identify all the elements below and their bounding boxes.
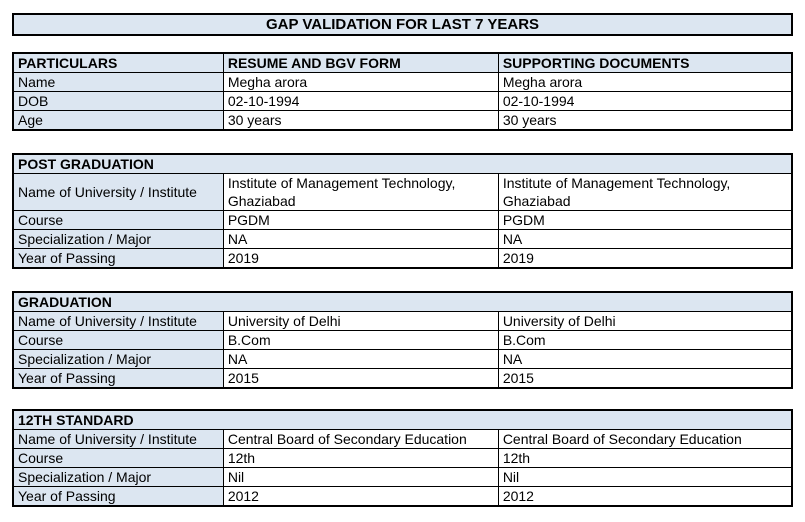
- section-title-post-graduation: POST GRADUATION: [12, 153, 793, 174]
- row-label: Course: [12, 210, 224, 230]
- supporting-value: 12th: [497, 448, 793, 468]
- table-row-name: Name Megha arora Megha arora: [12, 72, 793, 92]
- column-header-supporting-docs: SUPPORTING DOCUMENTS: [497, 52, 793, 73]
- section-title-graduation: GRADUATION: [12, 291, 793, 312]
- row-label: Specialization / Major: [12, 349, 224, 369]
- resume-value: 2015: [222, 368, 499, 389]
- row-label: Year of Passing: [12, 368, 224, 389]
- row-label: Name: [12, 72, 224, 92]
- table-row-specialization: Specialization / Major NA NA: [12, 229, 793, 249]
- table-row-course: Course 12th 12th: [12, 448, 793, 468]
- resume-value: NA: [222, 349, 499, 369]
- row-label: Name of University / Institute: [12, 173, 224, 211]
- table-row-university: Name of University / Institute Institute…: [12, 173, 793, 211]
- resume-value: Central Board of Secondary Education: [222, 429, 499, 449]
- column-header-resume-bgv: RESUME AND BGV FORM: [222, 52, 499, 73]
- supporting-value: B.Com: [497, 330, 793, 350]
- resume-value: 30 years: [222, 110, 499, 131]
- resume-value: 12th: [222, 448, 499, 468]
- row-label: DOB: [12, 91, 224, 111]
- resume-value: Megha arora: [222, 72, 499, 92]
- table-header-row: PARTICULARS RESUME AND BGV FORM SUPPORTI…: [12, 52, 793, 73]
- supporting-value: NA: [497, 229, 793, 249]
- resume-value: PGDM: [222, 210, 499, 230]
- resume-value: NA: [222, 229, 499, 249]
- table-row-year-of-passing: Year of Passing 2012 2012: [12, 486, 793, 507]
- resume-value: 02-10-1994: [222, 91, 499, 111]
- supporting-value: 02-10-1994: [497, 91, 793, 111]
- resume-value: 2012: [222, 486, 499, 507]
- twelfth-standard-table: 12TH STANDARD Name of University / Insti…: [12, 409, 793, 507]
- resume-value: University of Delhi: [222, 311, 499, 331]
- page-title: GAP VALIDATION FOR LAST 7 YEARS: [12, 13, 793, 36]
- table-row-course: Course B.Com B.Com: [12, 330, 793, 350]
- supporting-value: Megha arora: [497, 72, 793, 92]
- particulars-table: PARTICULARS RESUME AND BGV FORM SUPPORTI…: [12, 52, 793, 131]
- table-row-university: Name of University / Institute Central B…: [12, 429, 793, 449]
- table-row-university: Name of University / Institute Universit…: [12, 311, 793, 331]
- row-label: Name of University / Institute: [12, 311, 224, 331]
- supporting-value: Institute of Management Technology, Ghaz…: [497, 173, 793, 211]
- column-header-particulars: PARTICULARS: [12, 52, 224, 73]
- row-label: Year of Passing: [12, 486, 224, 507]
- resume-value: 2019: [222, 248, 499, 269]
- supporting-value: University of Delhi: [497, 311, 793, 331]
- supporting-value: Central Board of Secondary Education: [497, 429, 793, 449]
- table-row-specialization: Specialization / Major Nil Nil: [12, 467, 793, 487]
- row-label: Course: [12, 448, 224, 468]
- table-row-age: Age 30 years 30 years: [12, 110, 793, 131]
- row-label: Specialization / Major: [12, 229, 224, 249]
- section-title-12th-standard: 12TH STANDARD: [12, 409, 793, 430]
- row-label: Name of University / Institute: [12, 429, 224, 449]
- supporting-value: NA: [497, 349, 793, 369]
- table-row-year-of-passing: Year of Passing 2019 2019: [12, 248, 793, 269]
- supporting-value: PGDM: [497, 210, 793, 230]
- row-label: Specialization / Major: [12, 467, 224, 487]
- resume-value: Nil: [222, 467, 499, 487]
- section-header-row: GRADUATION: [12, 291, 793, 312]
- resume-value: B.Com: [222, 330, 499, 350]
- resume-value: Institute of Management Technology, Ghaz…: [222, 173, 499, 211]
- row-label: Course: [12, 330, 224, 350]
- row-label: Year of Passing: [12, 248, 224, 269]
- table-row-specialization: Specialization / Major NA NA: [12, 349, 793, 369]
- supporting-value: 30 years: [497, 110, 793, 131]
- section-header-row: POST GRADUATION: [12, 153, 793, 174]
- supporting-value: 2019: [497, 248, 793, 269]
- table-row-course: Course PGDM PGDM: [12, 210, 793, 230]
- row-label: Age: [12, 110, 224, 131]
- graduation-table: GRADUATION Name of University / Institut…: [12, 291, 793, 389]
- supporting-value: 2015: [497, 368, 793, 389]
- section-header-row: 12TH STANDARD: [12, 409, 793, 430]
- table-row-year-of-passing: Year of Passing 2015 2015: [12, 368, 793, 389]
- post-graduation-table: POST GRADUATION Name of University / Ins…: [12, 153, 793, 269]
- supporting-value: Nil: [497, 467, 793, 487]
- table-row-dob: DOB 02-10-1994 02-10-1994: [12, 91, 793, 111]
- supporting-value: 2012: [497, 486, 793, 507]
